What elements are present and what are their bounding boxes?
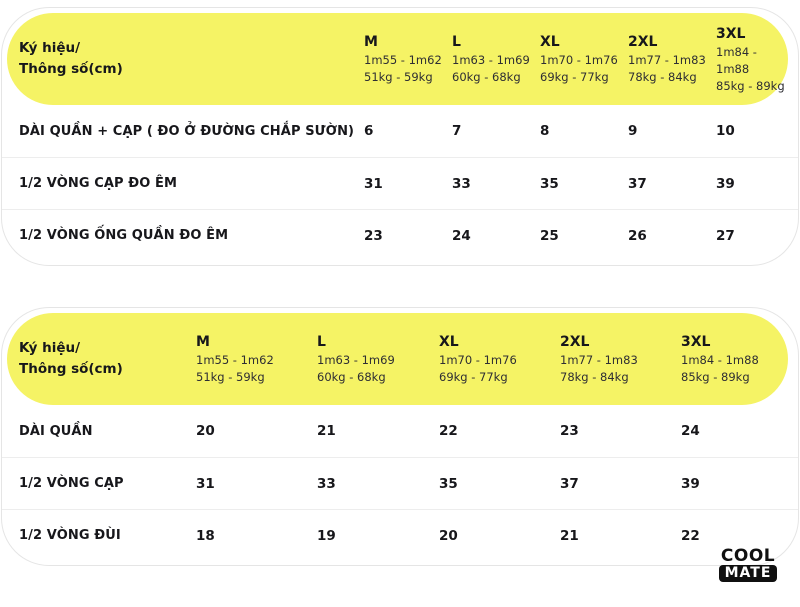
size-name: M xyxy=(364,34,378,50)
row-value: 27 xyxy=(716,227,735,244)
row-value: 26 xyxy=(628,227,647,244)
row-value: 37 xyxy=(560,475,579,492)
row-label: 1/2 VÒNG ĐÙI xyxy=(19,528,121,543)
table-row: DÀI QUẦN 20 21 22 23 24 xyxy=(2,405,798,457)
row-value: 33 xyxy=(317,475,336,492)
height-range: 1m70 - 1m76 xyxy=(439,353,517,367)
row-value: 39 xyxy=(681,475,700,492)
weight-range: 51kg - 59kg xyxy=(364,70,433,84)
weight-range: 85kg - 89kg xyxy=(716,78,785,93)
size-name: 3XL xyxy=(681,334,711,350)
table-row: 1/2 VÒNG ĐÙI 18 19 20 21 22 xyxy=(2,509,798,561)
weight-range: 78kg - 84kg xyxy=(628,70,697,84)
weight-range: 51kg - 59kg xyxy=(196,370,265,384)
row-value: 22 xyxy=(681,527,700,544)
size-col-2xl: 2XL 1m77 - 1m83 78kg - 84kg xyxy=(628,32,716,86)
size-col-xl: XL 1m70 - 1m76 69kg - 77kg xyxy=(540,32,628,86)
coolmate-logo-mate: MATE xyxy=(719,565,777,582)
row-value: 35 xyxy=(540,175,559,192)
row-value: 33 xyxy=(452,175,471,192)
size-chart-card-2: Ký hiệu/ Thông số(cm) M 1m55 - 1m62 51kg… xyxy=(1,307,799,566)
table-row: DÀI QUẦN + CẠP ( ĐO Ở ĐƯỜNG CHẮP SƯỜN) 6… xyxy=(2,105,798,157)
size-name: L xyxy=(452,34,461,50)
row-value: 6 xyxy=(364,123,374,139)
weight-range: 60kg - 68kg xyxy=(317,370,386,384)
table-row: 1/2 VÒNG CẠP ĐO ÊM 31 33 35 37 39 xyxy=(2,157,798,209)
size-name: XL xyxy=(439,334,459,350)
weight-range: 69kg - 77kg xyxy=(439,370,508,384)
height-range: 1m77 - 1m83 xyxy=(560,353,638,367)
row-value: 7 xyxy=(452,123,462,139)
height-range: 1m63 - 1m69 xyxy=(452,53,530,67)
weight-range: 85kg - 89kg xyxy=(681,370,750,384)
weight-range: 60kg - 68kg xyxy=(452,70,521,84)
height-range: 1m55 - 1m62 xyxy=(196,353,274,367)
row-value: 20 xyxy=(196,423,215,439)
row-label: DÀI QUẦN xyxy=(19,423,93,439)
size-col-3xl: 3XL 1m84 - 1m88 85kg - 89kg xyxy=(681,332,788,386)
size-col-l: L 1m63 - 1m69 60kg - 68kg xyxy=(452,32,540,86)
row-label: 1/2 VÒNG CẠP xyxy=(19,476,124,491)
header-title: Ký hiệu/ Thông số(cm) xyxy=(19,338,196,380)
weight-range: 69kg - 77kg xyxy=(540,70,609,84)
size-name: L xyxy=(317,334,326,350)
size-name: 2XL xyxy=(628,34,658,50)
header-title: Ký hiệu/ Thông số(cm) xyxy=(19,38,364,80)
row-value: 20 xyxy=(439,527,458,544)
table-row: 1/2 VÒNG CẠP 31 33 35 37 39 xyxy=(2,457,798,509)
weight-range: 78kg - 84kg xyxy=(560,370,629,384)
row-value: 31 xyxy=(196,475,215,492)
size-name: 2XL xyxy=(560,334,590,350)
row-value: 25 xyxy=(540,227,559,244)
row-value: 24 xyxy=(681,423,700,439)
row-label: 1/2 VÒNG ỐNG QUẦN ĐO ÊM xyxy=(19,228,229,243)
row-value: 10 xyxy=(716,123,735,139)
size-col-m: M 1m55 - 1m62 51kg - 59kg xyxy=(196,332,317,386)
size-col-m: M 1m55 - 1m62 51kg - 59kg xyxy=(364,32,452,86)
row-label: 1/2 VÒNG CẠP ĐO ÊM xyxy=(19,176,178,191)
row-value: 35 xyxy=(439,475,458,492)
size-col-2xl: 2XL 1m77 - 1m83 78kg - 84kg xyxy=(560,332,681,386)
row-value: 21 xyxy=(317,423,336,439)
row-value: 19 xyxy=(317,527,336,544)
header-title-line2: Thông số(cm) xyxy=(19,61,123,77)
coolmate-logo: COOL MATE xyxy=(719,547,777,582)
size-guide-page: Ký hiệu/ Thông số(cm) M 1m55 - 1m62 51kg… xyxy=(0,7,800,607)
coolmate-logo-cool: COOL xyxy=(720,546,776,566)
height-range: 1m55 - 1m62 xyxy=(364,53,442,67)
size-col-3xl: 3XL 1m84 - 1m88 85kg - 89kg xyxy=(716,24,788,95)
height-range: 1m63 - 1m69 xyxy=(317,353,395,367)
row-value: 8 xyxy=(540,123,550,139)
row-value: 39 xyxy=(716,175,735,192)
size-col-l: L 1m63 - 1m69 60kg - 68kg xyxy=(317,332,439,386)
size-chart-1-header-pill: Ký hiệu/ Thông số(cm) M 1m55 - 1m62 51kg… xyxy=(7,13,788,105)
header-title-line1: Ký hiệu/ xyxy=(19,40,81,56)
row-value: 21 xyxy=(560,527,579,544)
row-value: 18 xyxy=(196,527,215,544)
height-range: 1m77 - 1m83 xyxy=(628,53,706,67)
height-range: 1m84 - 1m88 xyxy=(681,353,759,367)
height-range: 1m70 - 1m76 xyxy=(540,53,618,67)
size-name: XL xyxy=(540,34,560,50)
row-label: DÀI QUẦN + CẠP ( ĐO Ở ĐƯỜNG CHẮP SƯỜN) xyxy=(19,123,355,139)
row-value: 37 xyxy=(628,175,647,192)
row-value: 22 xyxy=(439,423,458,439)
table-row: 1/2 VÒNG ỐNG QUẦN ĐO ÊM 23 24 25 26 27 xyxy=(2,209,798,261)
row-value: 23 xyxy=(364,227,383,244)
row-value: 9 xyxy=(628,123,638,139)
header-title-line2: Thông số(cm) xyxy=(19,361,123,377)
size-col-xl: XL 1m70 - 1m76 69kg - 77kg xyxy=(439,332,560,386)
row-value: 24 xyxy=(452,227,471,244)
size-name: 3XL xyxy=(716,25,746,42)
size-chart-2-header-pill: Ký hiệu/ Thông số(cm) M 1m55 - 1m62 51kg… xyxy=(7,313,788,405)
size-chart-card-1: Ký hiệu/ Thông số(cm) M 1m55 - 1m62 51kg… xyxy=(1,7,799,266)
row-value: 23 xyxy=(560,423,579,439)
size-name: M xyxy=(196,334,210,350)
row-value: 31 xyxy=(364,175,383,192)
height-range: 1m84 - 1m88 xyxy=(716,44,757,76)
header-title-line1: Ký hiệu/ xyxy=(19,340,81,356)
